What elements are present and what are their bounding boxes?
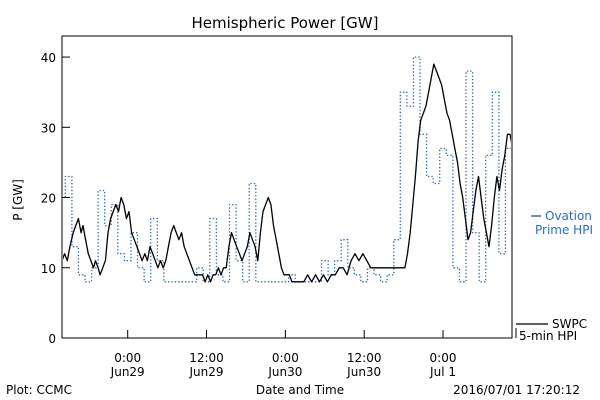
x-tick-label-date: Jun30 bbox=[346, 365, 381, 379]
series-layer bbox=[63, 56, 511, 283]
legend-swpc: SWPC 5-min HPI bbox=[515, 317, 587, 343]
y-axis-ticks: 0 10 20 30 40 bbox=[41, 51, 70, 346]
x-tick-label-time: 0:00 bbox=[430, 351, 457, 365]
plot-credit: Plot: CCMC bbox=[6, 383, 72, 397]
x-axis-label: Date and Time bbox=[256, 383, 344, 397]
y-tick-label: 20 bbox=[41, 192, 56, 206]
y-tick-label: 40 bbox=[41, 51, 56, 65]
y-tick-label: 30 bbox=[41, 121, 56, 135]
x-tick-label-time: 0:00 bbox=[272, 351, 299, 365]
legend-ovation-line2: Prime HPI bbox=[535, 223, 593, 237]
legend-swpc-line2: 5-min HPI bbox=[519, 329, 577, 343]
legend-ovation-line1: Ovation bbox=[545, 209, 592, 223]
series-swpc-line bbox=[63, 63, 511, 283]
x-tick-label-time: 0:00 bbox=[114, 351, 141, 365]
legend-ovation: Ovation Prime HPI bbox=[531, 209, 593, 237]
x-tick-label-date: Jun29 bbox=[110, 365, 145, 379]
y-tick-label: 0 bbox=[48, 332, 56, 346]
series-ovation-line bbox=[63, 56, 511, 283]
chart-title: Hemispheric Power [GW] bbox=[192, 14, 379, 32]
x-tick-label-time: 12:00 bbox=[347, 351, 382, 365]
legend-swpc-line1: SWPC bbox=[552, 317, 587, 331]
x-axis-ticks: 0:00Jun2912:00Jun290:00Jun3012:00Jun300:… bbox=[110, 330, 457, 379]
plot-frame bbox=[61, 35, 513, 339]
x-tick-label-date: Jul 1 bbox=[429, 365, 456, 379]
x-tick-label-date: Jun30 bbox=[267, 365, 302, 379]
x-tick-label-date: Jun29 bbox=[189, 365, 224, 379]
plot-timestamp: 2016/07/01 17:20:12 bbox=[453, 383, 580, 397]
y-axis-label: P [GW] bbox=[11, 179, 25, 221]
y-tick-label: 10 bbox=[41, 262, 56, 276]
x-tick-label-time: 12:00 bbox=[189, 351, 224, 365]
